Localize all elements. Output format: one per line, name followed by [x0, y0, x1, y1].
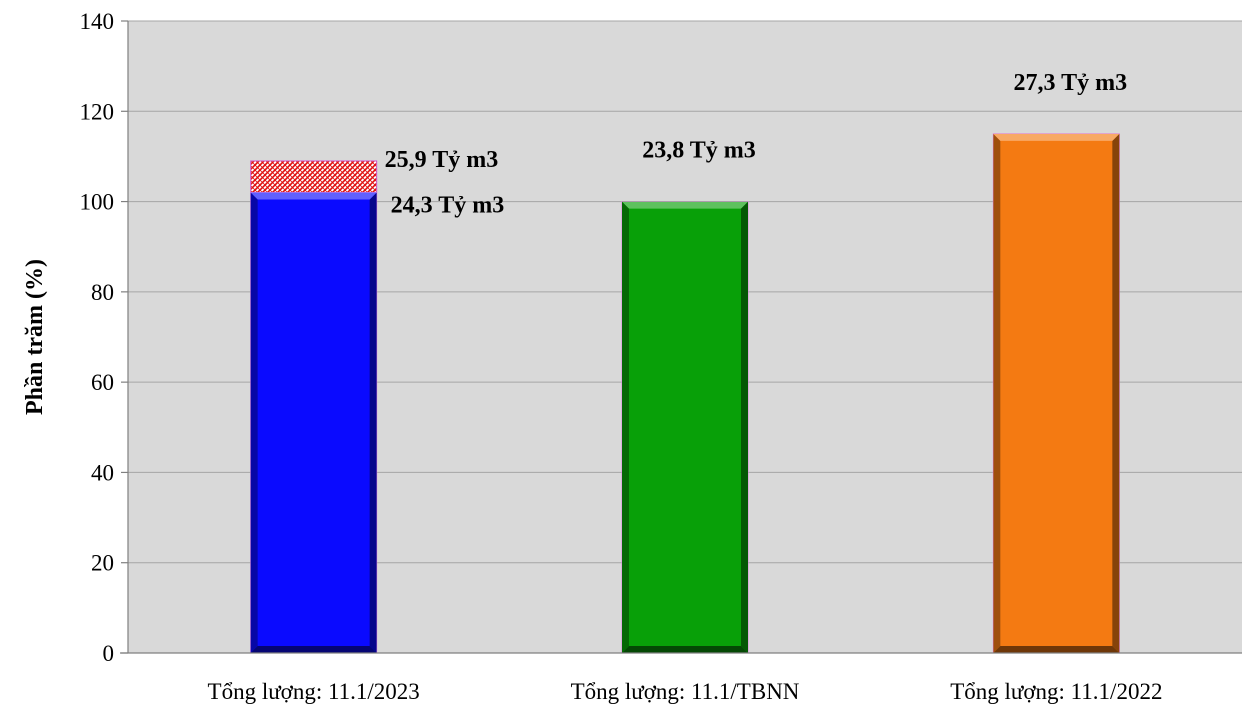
y-tick-labels: 0 20 40 60 80 100 120 140 — [80, 9, 128, 666]
bar-bevel-bottom — [622, 646, 748, 653]
bar — [250, 192, 378, 654]
x-category-labels: Tổng lượng: 11.1/2023 Tổng lượng: 11.1/TB… — [208, 679, 1163, 704]
y-tick-label: 20 — [91, 551, 114, 576]
bar-stack-segment — [250, 160, 378, 194]
bar-bevel-top — [993, 133, 1120, 141]
bars — [250, 133, 1120, 654]
bar-bevel-right — [1112, 133, 1120, 653]
y-tick-label: 40 — [91, 460, 114, 485]
bar-group — [250, 160, 378, 654]
data-label: 25,9 Tỷ m3 — [385, 147, 499, 173]
axes — [120, 21, 1242, 654]
data-labels: 25,9 Tỷ m3 24,3 Tỷ m3 23,8 Tỷ m3 27,3 Tỷ m3 — [385, 70, 1127, 219]
bar-bevel-bottom — [250, 646, 377, 653]
x-category-label: Tổng lượng: 11.1/2022 — [950, 679, 1162, 704]
bar-group — [621, 201, 749, 654]
data-label: 24,3 Tỷ m3 — [391, 193, 505, 219]
y-tick-label: 120 — [80, 99, 115, 124]
x-category-label: Tổng lượng: 11.1/TBNN — [571, 679, 800, 704]
bar-bevel-right — [369, 192, 377, 654]
x-category-label: Tổng lượng: 11.1/2023 — [208, 679, 420, 704]
y-tick-label: 0 — [103, 641, 115, 666]
bar-bevel-left — [993, 133, 1001, 653]
y-tick-label: 100 — [80, 190, 115, 215]
y-tick-label: 80 — [91, 280, 114, 305]
data-label: 27,3 Tỷ m3 — [1014, 70, 1128, 96]
data-label: 23,8 Tỷ m3 — [642, 138, 756, 164]
bar-bevel-right — [741, 201, 748, 654]
bar-bevel-top — [622, 201, 748, 209]
bar-bevel-top — [250, 192, 377, 200]
y-tick-label: 60 — [91, 370, 114, 395]
bar-bevel-bottom — [993, 646, 1120, 653]
bar-bevel-left — [250, 192, 258, 654]
bar — [992, 133, 1120, 654]
y-axis-label: Phần trăm (%) — [22, 259, 48, 415]
bar-group — [992, 133, 1120, 654]
y-tick-label: 140 — [80, 9, 115, 34]
bar-bevel-left — [622, 201, 629, 654]
bar — [621, 201, 749, 654]
